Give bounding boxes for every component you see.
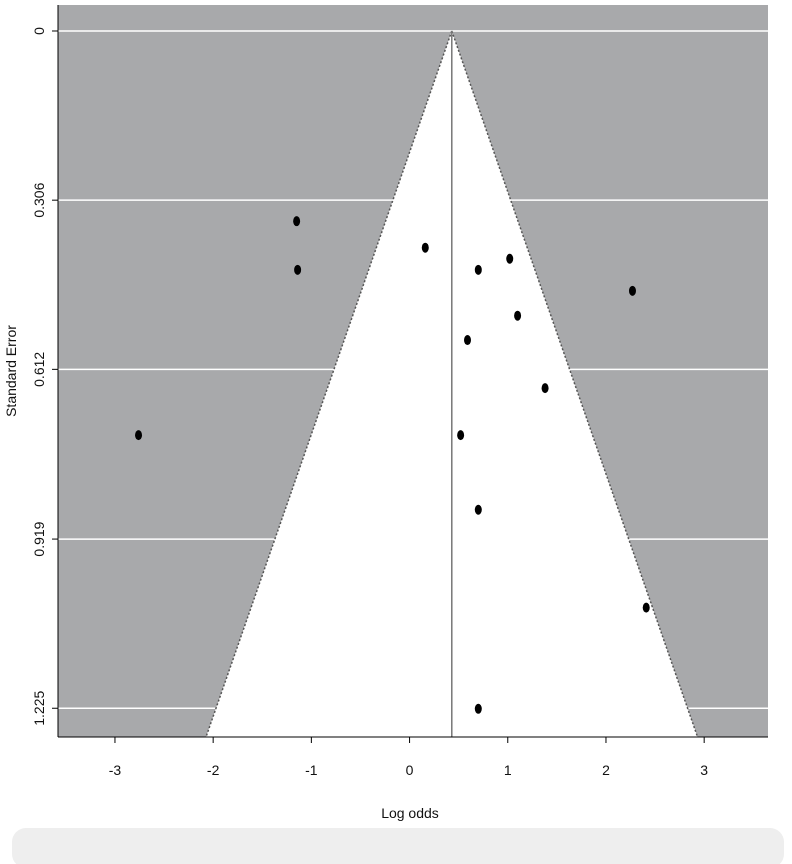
point xyxy=(474,504,482,515)
x-axis-label: Log odds xyxy=(381,805,439,821)
point xyxy=(474,703,482,714)
x-tick-label: 1 xyxy=(504,762,512,778)
point xyxy=(506,253,514,264)
point xyxy=(628,285,636,296)
y-tick-label: 0.306 xyxy=(31,182,47,217)
y-tick-label: 0 xyxy=(31,27,47,35)
x-tick-label: -2 xyxy=(207,762,220,778)
funnel-edge xyxy=(451,30,699,738)
y-tick-label: 1.225 xyxy=(31,691,47,726)
y-tick-label: 0.919 xyxy=(31,521,47,556)
funnel-edge xyxy=(205,30,453,738)
point xyxy=(541,383,549,394)
point xyxy=(642,602,650,613)
point xyxy=(514,310,522,321)
point xyxy=(474,264,482,275)
x-tick-label: -3 xyxy=(109,762,122,778)
point xyxy=(464,335,472,346)
point xyxy=(293,216,301,227)
point xyxy=(294,264,302,275)
point xyxy=(457,430,465,441)
x-tick-label: -1 xyxy=(305,762,318,778)
y-tick-label: 0.612 xyxy=(31,352,47,387)
x-tick-label: 0 xyxy=(406,762,414,778)
y-axis-label: Standard Error xyxy=(3,325,19,417)
x-tick-label: 2 xyxy=(602,762,610,778)
point xyxy=(421,242,429,253)
point xyxy=(135,430,143,441)
x-tick-label: 3 xyxy=(700,762,708,778)
bottom-panel xyxy=(12,828,784,864)
